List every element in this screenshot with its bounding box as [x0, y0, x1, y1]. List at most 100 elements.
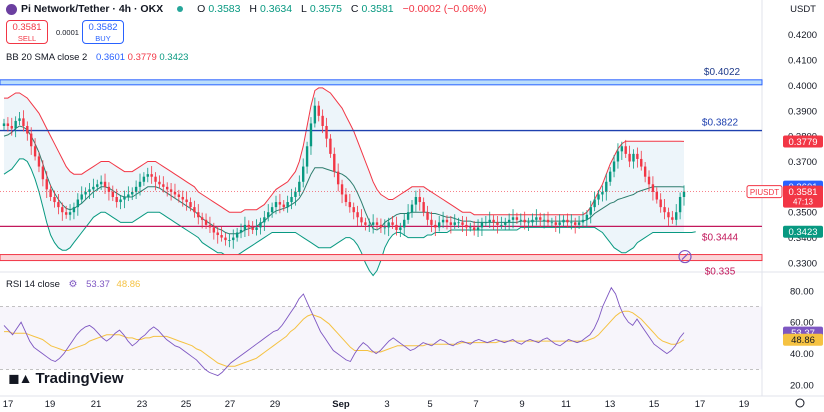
candle-body — [189, 202, 192, 208]
candle — [667, 207, 670, 226]
candle — [344, 188, 348, 207]
buy-button[interactable]: 0.3582 BUY — [82, 20, 124, 44]
candle-body — [519, 219, 522, 221]
price-tick: 0.3400 — [788, 233, 817, 244]
candle-body — [476, 227, 480, 230]
candle — [375, 217, 379, 229]
candle-body — [317, 105, 320, 116]
candle — [523, 211, 526, 230]
candle — [418, 188, 421, 211]
candle-body — [200, 217, 204, 220]
candle — [395, 216, 398, 236]
candle-body — [581, 219, 585, 223]
candle-body — [10, 125, 13, 129]
candle — [247, 220, 250, 237]
candle-body — [406, 212, 410, 220]
bb-legend[interactable]: BB 20 SMA close 2 0.3601 0.3779 0.3423 — [6, 52, 188, 63]
spread-value: 0.0001 — [56, 28, 79, 37]
candle-body — [640, 158, 643, 167]
rsi-legend[interactable]: RSI 14 close ⚙ 53.37 48.86 — [6, 279, 140, 290]
candle — [449, 216, 453, 234]
price-tick: 0.3900 — [788, 106, 817, 117]
candle — [504, 217, 507, 231]
buy-label: BUY — [95, 34, 111, 43]
candle — [566, 213, 569, 228]
candle — [352, 202, 355, 220]
candle — [546, 211, 550, 227]
candle — [267, 204, 270, 222]
candle — [123, 190, 126, 209]
candle — [239, 223, 243, 239]
candle-body — [422, 202, 425, 213]
rsi-ma-line — [4, 310, 685, 367]
candle-body — [504, 222, 507, 225]
rsi-tick: 60.00 — [790, 318, 814, 329]
candle — [434, 220, 437, 237]
candle-body — [166, 186, 169, 190]
symbol-tag-bg — [746, 185, 783, 199]
candle — [30, 127, 33, 155]
time-tick: 11 — [561, 399, 571, 410]
candle — [96, 179, 99, 191]
candle — [671, 210, 674, 224]
candle — [309, 117, 313, 155]
rsi-legend-name: RSI 14 close — [6, 279, 60, 290]
candle-body — [488, 219, 491, 223]
candle — [57, 193, 60, 215]
candle-body — [220, 235, 223, 238]
candle-body — [364, 222, 367, 225]
rsi-tick: 20.00 — [790, 381, 814, 392]
symbol-title[interactable]: Pi Network/Tether · 4h · OKX — [21, 3, 164, 15]
rsi-settings-icon[interactable]: ⚙ — [68, 279, 78, 290]
candle-body — [457, 222, 460, 224]
candle — [84, 187, 87, 201]
candle-body — [371, 222, 375, 225]
candle — [577, 216, 581, 229]
candle-body — [18, 118, 21, 121]
candle — [399, 222, 402, 238]
candle — [632, 149, 635, 169]
candle-body — [329, 138, 332, 154]
candle-body — [651, 184, 655, 192]
candle-body — [185, 199, 188, 203]
candle-body — [158, 181, 161, 185]
candle — [515, 212, 519, 224]
candle — [313, 97, 317, 128]
bb-basis-line — [3, 125, 685, 235]
candle-body — [628, 153, 631, 162]
candle — [519, 213, 522, 226]
bb-upper-line — [4, 87, 685, 216]
open-value: 0.3583 — [208, 3, 241, 15]
candle-body — [146, 174, 149, 177]
sell-button[interactable]: 0.3581 SELL — [6, 20, 48, 44]
currency-selector[interactable]: USDT — [790, 4, 816, 15]
candle-body — [61, 207, 64, 213]
symbol-tag: PIUSDT — [750, 188, 779, 197]
candle — [162, 176, 165, 193]
candle — [302, 158, 305, 188]
candle-body — [302, 166, 305, 182]
candle-body — [593, 199, 596, 208]
candle-body — [589, 207, 592, 215]
candle-body — [290, 196, 293, 203]
candle-body — [546, 219, 550, 223]
candle — [620, 141, 624, 160]
candle-body — [313, 105, 317, 124]
candle — [542, 213, 546, 229]
candle — [208, 216, 212, 234]
time-axis[interactable]: 17 19 21 23 25 27 29 Sep 3 5 7 9 11 13 15 17 19 — [3, 399, 750, 410]
bb-lower-value: 0.3423 — [159, 52, 189, 63]
candle — [445, 215, 449, 230]
candle — [682, 185, 686, 206]
resistance-zone — [0, 79, 763, 86]
candle-body — [496, 222, 499, 225]
candle-body — [142, 176, 146, 182]
candle — [235, 227, 239, 242]
candle — [251, 221, 254, 235]
level-label-2: $0.3444 — [702, 232, 739, 243]
candle-body — [539, 217, 542, 220]
candle — [562, 215, 565, 227]
